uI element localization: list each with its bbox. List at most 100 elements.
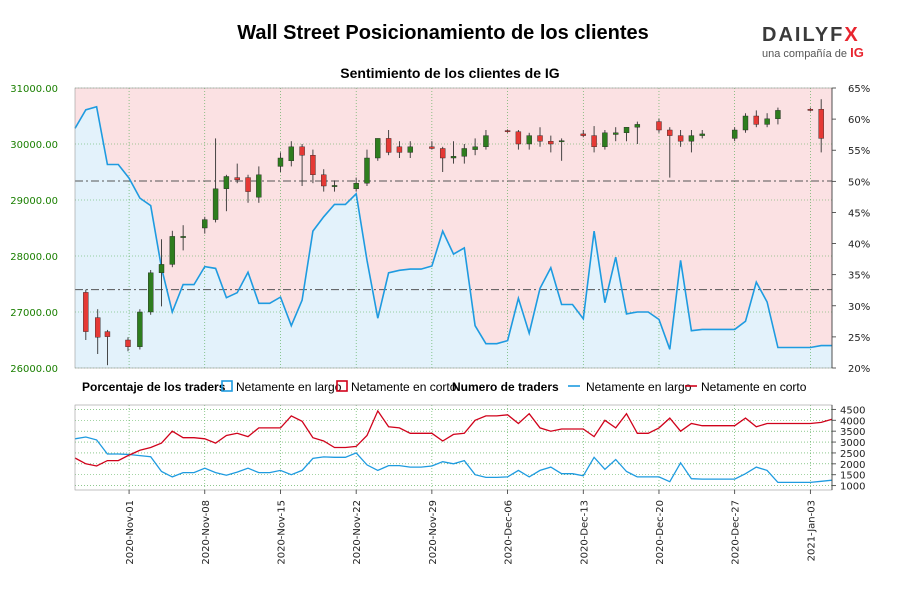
candle-up xyxy=(212,188,219,220)
sentiment-tick-label: 60% xyxy=(848,115,870,126)
candle-up xyxy=(331,185,338,187)
candle-up xyxy=(450,156,457,159)
traders-tick-label: 3500 xyxy=(840,427,865,438)
candle-down xyxy=(807,109,814,111)
candle-down xyxy=(104,331,111,337)
legend-long-label: Netamente en largo xyxy=(236,380,342,394)
candle-up xyxy=(180,236,186,238)
date-axis: 2020-Nov-01 2020-Nov-08 2020-Nov-15 2020-No… xyxy=(125,490,817,565)
candle-up xyxy=(634,124,641,128)
logo-ig: IG xyxy=(850,45,864,60)
candle-up xyxy=(288,146,294,162)
traders-tick-label: 2500 xyxy=(840,449,865,460)
sentiment-tick-label: 50% xyxy=(848,177,870,188)
sentiment-tick-label: 45% xyxy=(848,208,870,219)
legend-percent-title: Porcentaje de los traders xyxy=(82,380,226,394)
page-title: Wall Street Posicionamiento de los clien… xyxy=(237,22,649,44)
candle-up xyxy=(169,236,176,265)
traders-tick-label: 1500 xyxy=(840,471,865,482)
candle-up xyxy=(688,135,695,142)
candle-up xyxy=(742,115,749,131)
legend-long-box xyxy=(221,380,233,392)
long-area xyxy=(75,106,832,368)
logo-brand-main: DAILYF xyxy=(762,24,845,46)
legend-number-title: Numero de traders xyxy=(452,380,559,394)
candle-up xyxy=(256,174,262,198)
sentiment-tick-label: 35% xyxy=(848,271,870,282)
traders-tick-label: 4500 xyxy=(840,405,865,416)
traders-tick-label: 2000 xyxy=(840,460,865,471)
legend: Porcentaje de los traders Netamente en la… xyxy=(82,380,807,394)
price-tick-label: 27000.00 xyxy=(10,308,58,319)
candle-down xyxy=(515,131,522,145)
candle-up xyxy=(277,157,284,167)
candle-down xyxy=(753,115,759,125)
sentiment-tick-label: 40% xyxy=(848,240,870,251)
candle-up xyxy=(764,118,770,125)
traders-tick-label: 3000 xyxy=(840,438,865,449)
candle-down xyxy=(656,121,662,131)
candle-down xyxy=(548,140,554,145)
candle-up xyxy=(147,272,154,313)
date-tick-label: 2020-Nov-29 xyxy=(428,500,439,565)
chart-subtitle: Sentimiento de los clientes de IG xyxy=(340,65,560,81)
dailyfx-logo: DAILYFX una compañía de IG xyxy=(762,24,872,60)
candle-down xyxy=(667,129,673,136)
traders-panel-frame xyxy=(74,404,833,491)
candle-down xyxy=(818,109,824,139)
sentiment-tick-label: 25% xyxy=(848,333,870,344)
price-panel: 26000.00 27000.00 28000.00 29000.00 30000.00… xyxy=(10,84,870,375)
date-tick-label: 2020-Dec-20 xyxy=(655,500,666,565)
candle-up xyxy=(623,126,630,133)
date-tick-label: 2020-Nov-15 xyxy=(276,500,287,565)
legend-short-box xyxy=(336,380,348,392)
candle-down xyxy=(396,146,403,153)
candle-down xyxy=(580,133,586,136)
candle-up xyxy=(353,182,359,189)
price-tick-label: 29000.00 xyxy=(10,196,58,207)
candle-up xyxy=(472,146,478,150)
traders-short-line xyxy=(74,409,833,467)
candle-down xyxy=(385,138,392,153)
candle-up xyxy=(223,176,230,189)
candle-down xyxy=(439,148,446,159)
candle-down xyxy=(310,154,316,175)
price-tick-label: 26000.00 xyxy=(10,364,58,375)
candle-up xyxy=(558,140,565,143)
candle-down xyxy=(321,174,327,187)
legend-short-label: Netamente en corto xyxy=(351,380,457,394)
sentiment-tick-label: 65% xyxy=(848,84,870,95)
sentiment-tick-label: 55% xyxy=(848,146,870,157)
price-tick-label: 28000.00 xyxy=(10,252,58,263)
candle-down xyxy=(83,292,89,332)
logo-brand-x: X xyxy=(844,24,860,46)
candle-up xyxy=(613,132,619,135)
traders-long-line xyxy=(74,436,833,484)
date-tick-label: 2020-Dec-27 xyxy=(731,500,742,565)
candle-up xyxy=(137,311,143,347)
candle-up xyxy=(483,135,489,148)
date-tick-label: 2020-Nov-01 xyxy=(125,500,136,565)
traders-tick-label: 4000 xyxy=(840,416,865,427)
candle-down xyxy=(537,135,543,142)
legend-long-line-label: Netamente en largo xyxy=(586,380,692,394)
candle-down xyxy=(95,317,101,338)
candle-down xyxy=(234,177,240,181)
date-tick-label: 2020-Dec-06 xyxy=(504,500,515,565)
logo-tagline: una compañía de xyxy=(762,48,848,60)
traders-tick-label: 1000 xyxy=(840,482,865,493)
candle-up xyxy=(602,132,608,148)
sentiment-long-line xyxy=(74,105,832,350)
legend-short-line-label: Netamente en corto xyxy=(701,380,807,394)
sentiment-tick-label: 30% xyxy=(848,302,870,313)
candle-down xyxy=(677,135,684,142)
candle-up xyxy=(407,146,413,153)
candle-up xyxy=(158,264,165,273)
candle-down xyxy=(245,177,251,192)
candle-up xyxy=(526,135,532,145)
candle-up xyxy=(202,219,208,229)
candle-down xyxy=(591,135,597,148)
candle-down xyxy=(429,146,435,149)
